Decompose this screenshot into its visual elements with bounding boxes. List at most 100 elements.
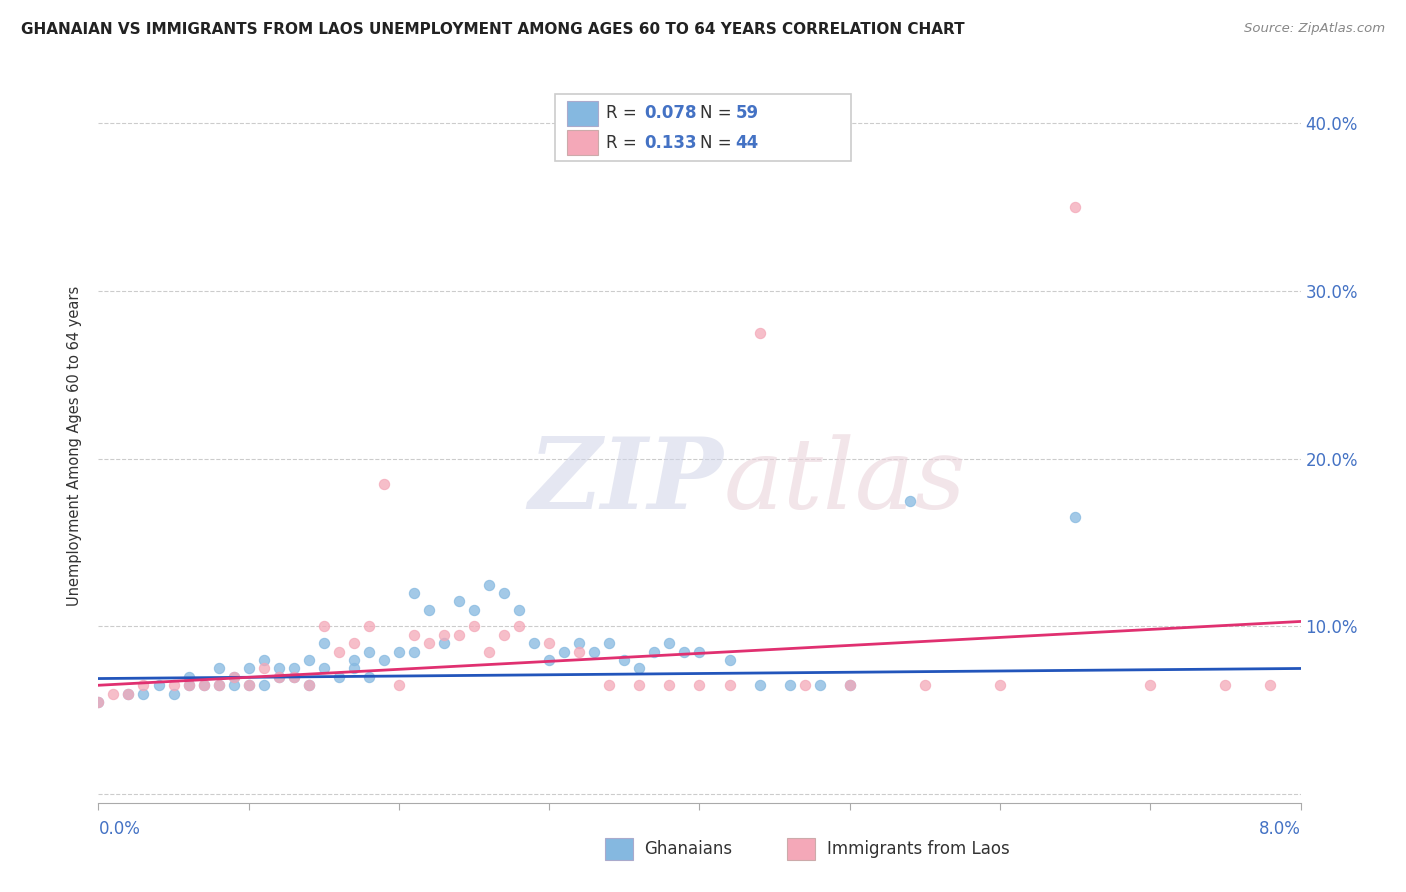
Point	[433, 628, 456, 642]
Point	[177, 678, 200, 692]
Point	[494, 628, 516, 642]
Point	[328, 670, 350, 684]
Text: Immigrants from Laos: Immigrants from Laos	[827, 840, 1010, 858]
Text: Source: ZipAtlas.com: Source: ZipAtlas.com	[1244, 22, 1385, 36]
Point	[1064, 510, 1087, 524]
Point	[793, 678, 815, 692]
Point	[343, 653, 366, 667]
Text: Ghanaians: Ghanaians	[644, 840, 733, 858]
Point	[402, 586, 425, 600]
Point	[343, 661, 366, 675]
Point	[298, 678, 321, 692]
Text: atlas: atlas	[724, 434, 966, 529]
Point	[373, 653, 395, 667]
Point	[222, 678, 245, 692]
Point	[689, 645, 711, 659]
Text: 8.0%: 8.0%	[1258, 820, 1301, 838]
Point	[718, 678, 741, 692]
Text: 44: 44	[735, 134, 759, 152]
Point	[373, 476, 395, 491]
Point	[658, 636, 681, 650]
Point	[193, 678, 215, 692]
Point	[779, 678, 801, 692]
Point	[598, 678, 620, 692]
Point	[177, 670, 200, 684]
Point	[463, 603, 485, 617]
Point	[508, 603, 530, 617]
Point	[298, 678, 321, 692]
Point	[523, 636, 546, 650]
Point	[253, 678, 276, 692]
Point	[208, 678, 231, 692]
Point	[132, 687, 155, 701]
Text: 59: 59	[735, 104, 758, 122]
Point	[148, 678, 170, 692]
Text: 0.0%: 0.0%	[98, 820, 141, 838]
Point	[238, 661, 260, 675]
Text: ZIP: ZIP	[529, 434, 724, 530]
Point	[718, 653, 741, 667]
Point	[1215, 678, 1237, 692]
Point	[253, 653, 276, 667]
Text: GHANAIAN VS IMMIGRANTS FROM LAOS UNEMPLOYMENT AMONG AGES 60 TO 64 YEARS CORRELAT: GHANAIAN VS IMMIGRANTS FROM LAOS UNEMPLO…	[21, 22, 965, 37]
Point	[283, 661, 305, 675]
Point	[208, 678, 231, 692]
Point	[538, 653, 561, 667]
Point	[312, 661, 335, 675]
Text: N =: N =	[700, 134, 737, 152]
Point	[508, 619, 530, 633]
Point	[418, 636, 440, 650]
Text: 0.078: 0.078	[644, 104, 696, 122]
Text: R =: R =	[606, 104, 643, 122]
Point	[117, 687, 139, 701]
Point	[162, 678, 184, 692]
Point	[433, 636, 456, 650]
Point	[447, 628, 470, 642]
Point	[283, 670, 305, 684]
Y-axis label: Unemployment Among Ages 60 to 64 years: Unemployment Among Ages 60 to 64 years	[67, 285, 83, 607]
Point	[748, 326, 770, 340]
Point	[447, 594, 470, 608]
Point	[87, 695, 110, 709]
Point	[553, 645, 575, 659]
Point	[658, 678, 681, 692]
Point	[1064, 200, 1087, 214]
Point	[388, 645, 411, 659]
Text: N =: N =	[700, 104, 737, 122]
Point	[988, 678, 1011, 692]
Point	[253, 661, 276, 675]
Point	[402, 628, 425, 642]
Point	[328, 645, 350, 659]
Point	[312, 636, 335, 650]
Point	[222, 670, 245, 684]
Point	[298, 653, 321, 667]
Point	[598, 636, 620, 650]
Point	[478, 577, 501, 591]
Point	[808, 678, 831, 692]
Point	[643, 645, 665, 659]
Point	[162, 687, 184, 701]
Point	[267, 661, 290, 675]
Point	[267, 670, 290, 684]
Point	[568, 636, 591, 650]
Point	[267, 670, 290, 684]
Point	[132, 678, 155, 692]
Point	[388, 678, 411, 692]
Text: R =: R =	[606, 134, 643, 152]
Text: 0.133: 0.133	[644, 134, 696, 152]
Point	[478, 645, 501, 659]
Point	[628, 678, 651, 692]
Point	[748, 678, 770, 692]
Point	[613, 653, 636, 667]
Point	[117, 687, 139, 701]
Point	[494, 586, 516, 600]
Point	[357, 645, 380, 659]
Point	[1260, 678, 1282, 692]
Point	[689, 678, 711, 692]
Point	[357, 670, 380, 684]
Point	[463, 619, 485, 633]
Point	[177, 678, 200, 692]
Point	[568, 645, 591, 659]
Point	[402, 645, 425, 659]
Point	[838, 678, 860, 692]
